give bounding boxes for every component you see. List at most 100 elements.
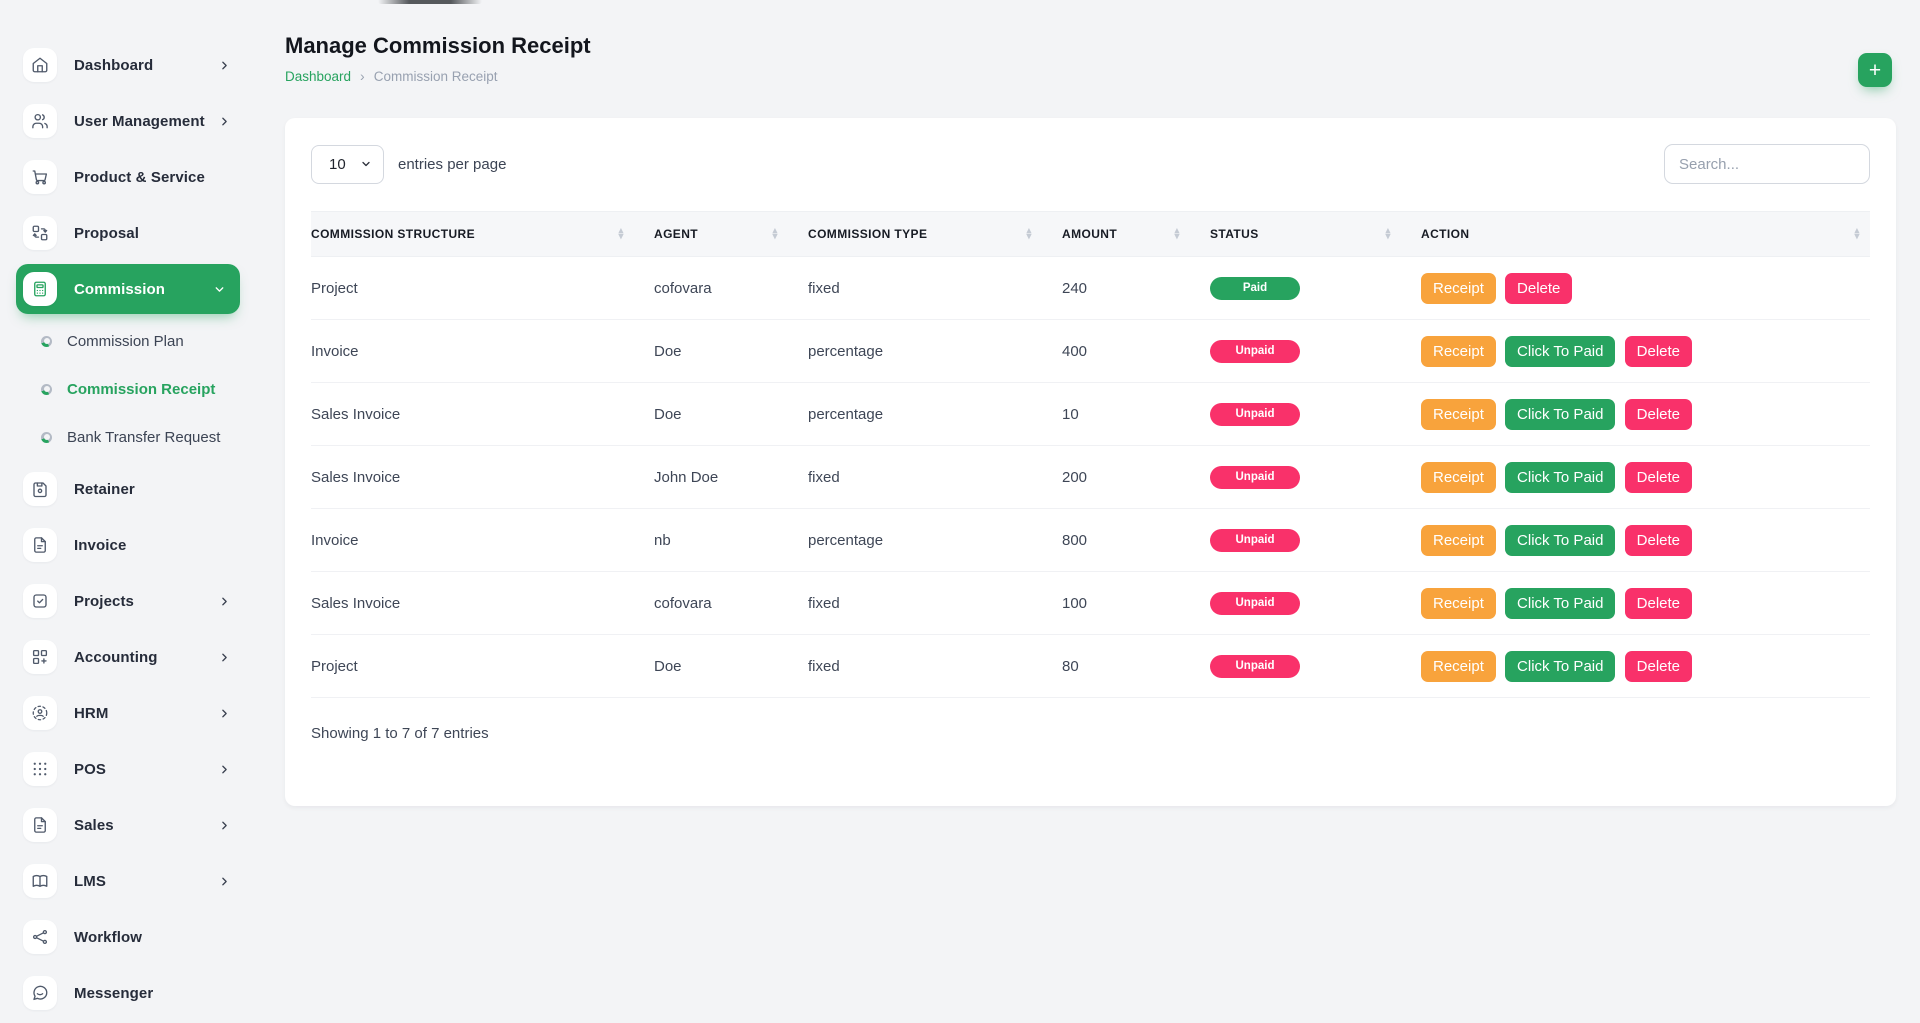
file-icon	[23, 528, 57, 562]
sidebar: Dashboard User Management Product & Serv…	[0, 0, 257, 1023]
cell-commission-type: percentage	[808, 319, 1062, 383]
receipt-button[interactable]: Receipt	[1421, 398, 1496, 430]
cell-action: Receipt Click To Paid Delete	[1421, 382, 1870, 446]
column-header[interactable]: AMOUNT ▲ ▼	[1062, 211, 1210, 257]
page-title: Manage Commission Receipt	[285, 33, 591, 58]
cell-commission-type: fixed	[808, 634, 1062, 698]
chevron-right-icon	[218, 59, 231, 72]
bullet-icon	[41, 383, 52, 395]
delete-button[interactable]: Delete	[1624, 461, 1692, 493]
delete-button[interactable]: Delete	[1624, 650, 1692, 682]
cell-status: Unpaid	[1210, 445, 1421, 509]
column-header[interactable]: AGENT ▲ ▼	[654, 211, 808, 257]
status-badge: Unpaid	[1210, 465, 1300, 489]
delete-button[interactable]: Delete	[1505, 272, 1573, 304]
click-to-paid-button[interactable]: Click To Paid	[1505, 461, 1616, 493]
column-header[interactable]: COMMISSION STRUCTURE ▲ ▼	[311, 211, 654, 257]
receipt-button[interactable]: Receipt	[1421, 650, 1496, 682]
cell-agent: Doe	[654, 634, 808, 698]
sidebar-subitem[interactable]: Commission Receipt	[0, 365, 257, 413]
cart-icon	[23, 160, 57, 194]
click-to-paid-button[interactable]: Click To Paid	[1505, 398, 1616, 430]
cell-amount: 800	[1062, 508, 1210, 572]
cell-amount: 100	[1062, 571, 1210, 635]
chevron-right-icon	[218, 115, 231, 128]
entries-per-page-label: entries per page	[398, 155, 507, 173]
search-input[interactable]	[1664, 144, 1870, 184]
page-size-select[interactable]: 10	[311, 144, 384, 184]
receipt-button[interactable]: Receipt	[1421, 272, 1496, 304]
chevron-right-icon	[218, 595, 231, 608]
delete-button[interactable]: Delete	[1624, 335, 1692, 367]
cell-commission-structure: Sales Invoice	[311, 445, 654, 509]
sort-icon[interactable]: ▲ ▼	[772, 226, 778, 240]
sidebar-item[interactable]: User Management	[0, 93, 257, 149]
cell-commission-structure: Project	[311, 634, 654, 698]
sidebar-subitem[interactable]: Commission Plan	[0, 317, 257, 365]
table-row: Invoice nb percentage 800 Unpaid Receipt…	[311, 508, 1870, 572]
cell-commission-structure: Project	[311, 256, 654, 320]
cell-agent: nb	[654, 508, 808, 572]
cell-action: Receipt Click To Paid Delete	[1421, 319, 1870, 383]
add-button[interactable]: +	[1858, 53, 1892, 87]
sidebar-item[interactable]: Sales	[0, 797, 257, 853]
sort-icon[interactable]: ▲ ▼	[1854, 226, 1860, 240]
status-badge: Unpaid	[1210, 528, 1300, 552]
sidebar-subitem[interactable]: Bank Transfer Request	[0, 413, 257, 461]
sort-icon[interactable]: ▲ ▼	[618, 226, 624, 240]
sidebar-item[interactable]: Retainer	[0, 461, 257, 517]
calculator-icon	[23, 272, 57, 306]
table-row: Project cofovara fixed 240 Paid Receipt …	[311, 256, 1870, 320]
sidebar-item[interactable]: Commission	[16, 264, 240, 314]
book-icon	[23, 864, 57, 898]
sort-icon[interactable]: ▲ ▼	[1385, 226, 1391, 240]
sidebar-item[interactable]: Product & Service	[0, 149, 257, 205]
column-header[interactable]: STATUS ▲ ▼	[1210, 211, 1421, 257]
table-row: Sales Invoice cofovara fixed 100 Unpaid …	[311, 571, 1870, 635]
cell-commission-structure: Invoice	[311, 319, 654, 383]
sidebar-item[interactable]: POS	[0, 741, 257, 797]
sort-icon[interactable]: ▲ ▼	[1026, 226, 1032, 240]
sidebar-item[interactable]: Accounting	[0, 629, 257, 685]
file-icon	[23, 808, 57, 842]
cell-commission-structure: Invoice	[311, 508, 654, 572]
click-to-paid-button[interactable]: Click To Paid	[1505, 587, 1616, 619]
click-to-paid-button[interactable]: Click To Paid	[1505, 335, 1616, 367]
receipt-button[interactable]: Receipt	[1421, 461, 1496, 493]
sidebar-item[interactable]: Workflow	[0, 909, 257, 965]
table-body: Project cofovara fixed 240 Paid Receipt …	[311, 256, 1870, 698]
delete-button[interactable]: Delete	[1624, 587, 1692, 619]
breadcrumb-dashboard-link[interactable]: Dashboard	[285, 68, 352, 84]
breadcrumb-current: Commission Receipt	[373, 68, 498, 84]
cell-action: Receipt Click To Paid Delete	[1421, 508, 1870, 572]
receipt-button[interactable]: Receipt	[1421, 335, 1496, 367]
cell-agent: cofovara	[654, 256, 808, 320]
chevron-down-icon	[213, 283, 226, 296]
delete-button[interactable]: Delete	[1624, 524, 1692, 556]
sidebar-item[interactable]: Projects	[0, 573, 257, 629]
column-header[interactable]: COMMISSION TYPE ▲ ▼	[808, 211, 1062, 257]
home-icon	[23, 48, 57, 82]
cell-commission-type: fixed	[808, 571, 1062, 635]
sidebar-item[interactable]: Proposal	[0, 205, 257, 261]
sidebar-item[interactable]: HRM	[0, 685, 257, 741]
sidebar-item[interactable]: Messenger	[0, 965, 257, 1021]
cell-agent: Doe	[654, 319, 808, 383]
column-header[interactable]: ACTION ▲ ▼	[1421, 211, 1870, 257]
check-square-icon	[23, 584, 57, 618]
click-to-paid-button[interactable]: Click To Paid	[1505, 524, 1616, 556]
sidebar-item[interactable]: Dashboard	[0, 37, 257, 93]
delete-button[interactable]: Delete	[1624, 398, 1692, 430]
table-header-row: COMMISSION STRUCTURE ▲ ▼ AGENT ▲ ▼ COMMISS…	[311, 211, 1870, 257]
main-content: Manage Commission Receipt Dashboard › Co…	[257, 0, 1920, 1023]
receipt-button[interactable]: Receipt	[1421, 524, 1496, 556]
receipt-button[interactable]: Receipt	[1421, 587, 1496, 619]
chevron-down-icon	[360, 158, 372, 170]
sidebar-item[interactable]: LMS	[0, 853, 257, 909]
cell-action: Receipt Click To Paid Delete	[1421, 445, 1870, 509]
cell-amount: 240	[1062, 256, 1210, 320]
sort-icon[interactable]: ▲ ▼	[1174, 226, 1180, 240]
cell-action: Receipt Click To Paid Delete	[1421, 571, 1870, 635]
click-to-paid-button[interactable]: Click To Paid	[1505, 650, 1616, 682]
sidebar-item[interactable]: Invoice	[0, 517, 257, 573]
